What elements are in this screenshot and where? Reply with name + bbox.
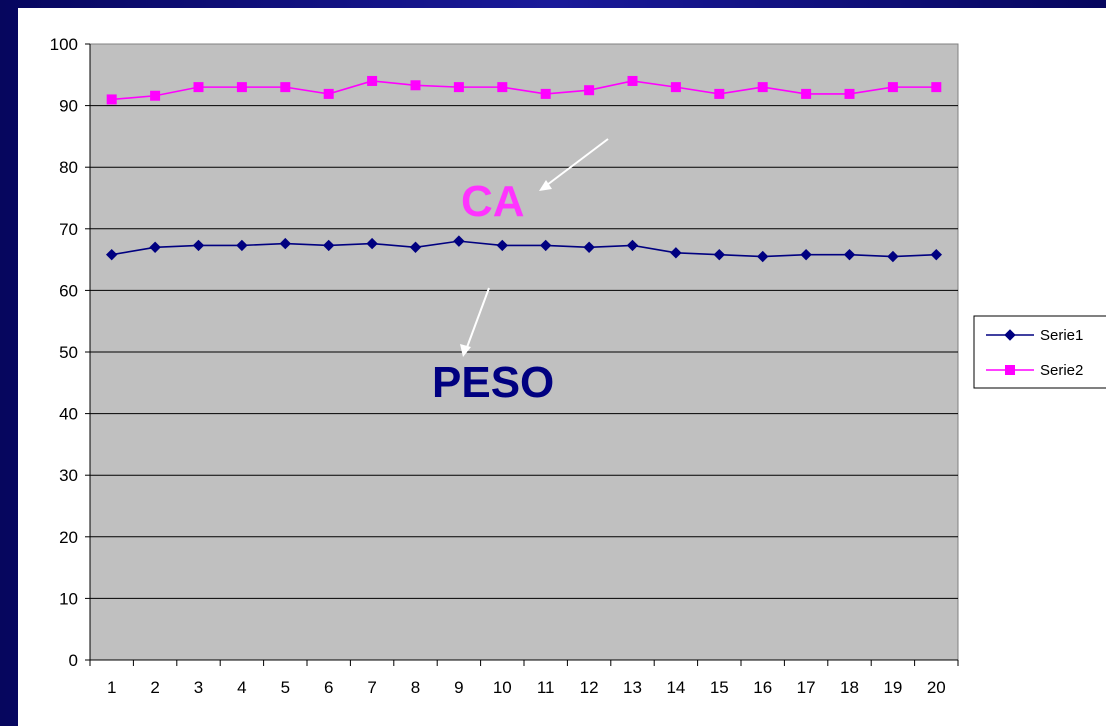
- x-tick-label: 19: [883, 678, 902, 697]
- y-tick-label: 0: [69, 651, 78, 670]
- data-point: [801, 88, 812, 99]
- data-point: [106, 94, 117, 105]
- y-tick-label: 30: [59, 466, 78, 485]
- data-point: [453, 235, 465, 247]
- data-point: [756, 250, 769, 263]
- data-point: [279, 237, 292, 250]
- legend-label: Serie2: [1040, 362, 1083, 379]
- x-tick-label: 3: [194, 678, 203, 697]
- legend-marker: [1005, 365, 1015, 375]
- series-2: [106, 75, 942, 105]
- data-point: [497, 82, 508, 93]
- data-point: [930, 248, 943, 261]
- x-tick-label: 10: [493, 678, 512, 697]
- x-tick-label: 15: [710, 678, 729, 697]
- data-point: [322, 239, 335, 252]
- data-point: [236, 239, 248, 252]
- data-point: [496, 239, 509, 252]
- x-tick-label: 5: [281, 678, 290, 697]
- data-point: [410, 80, 421, 91]
- annotation-arrowhead-ca: [539, 180, 552, 191]
- x-tick-label: 6: [324, 678, 333, 697]
- x-tick-label: 13: [623, 678, 642, 697]
- axes: [85, 43, 959, 666]
- x-tick-label: 18: [840, 678, 859, 697]
- x-tick-label: 9: [454, 678, 463, 697]
- data-point: [887, 250, 899, 263]
- series-1: [105, 235, 943, 263]
- gridlines: [90, 105, 958, 599]
- y-tick-labels: 0 10 20 30 40 50 60 70 80 90 100: [50, 35, 78, 670]
- data-point: [670, 82, 681, 93]
- data-point: [539, 239, 552, 252]
- data-point: [713, 248, 726, 261]
- annotation-arrow-ca: [542, 138, 609, 189]
- legend-box: [973, 315, 1106, 389]
- x-tick-label: 11: [537, 678, 555, 697]
- annotation-arrowhead-peso: [460, 344, 471, 357]
- data-point: [453, 82, 464, 93]
- annotation-ca: CA: [461, 138, 609, 226]
- data-point: [843, 248, 856, 261]
- y-tick-label: 80: [59, 158, 78, 177]
- y-tick-label: 90: [59, 97, 78, 116]
- legend-marker: [1004, 329, 1016, 341]
- data-point: [627, 75, 638, 86]
- x-tick-label: 14: [666, 678, 685, 697]
- x-tick-label: 17: [797, 678, 816, 697]
- y-tick-label: 40: [59, 405, 78, 424]
- annotation-peso: PESO: [432, 287, 554, 407]
- x-tick-label: 7: [367, 678, 376, 697]
- data-point: [584, 85, 595, 96]
- x-tick-label: 4: [237, 678, 246, 697]
- series-layer: [105, 75, 943, 263]
- data-point: [626, 239, 639, 252]
- data-point: [800, 248, 812, 261]
- data-point: [366, 237, 378, 250]
- data-point: [670, 247, 682, 259]
- data-point: [409, 241, 422, 253]
- y-tick-label: 70: [59, 220, 78, 239]
- data-point: [236, 82, 247, 93]
- data-point: [280, 82, 291, 93]
- y-tick-label: 100: [50, 35, 78, 54]
- x-tick-label: 8: [411, 678, 420, 697]
- x-tick-label: 2: [150, 678, 159, 697]
- annotation-label-peso: PESO: [432, 358, 554, 407]
- legend-label: Serie1: [1040, 327, 1083, 344]
- data-point: [150, 90, 161, 101]
- data-point: [192, 239, 205, 252]
- legend-items: Serie1 Serie2: [986, 327, 1083, 379]
- data-point: [323, 88, 334, 99]
- y-tick-label: 20: [59, 528, 78, 547]
- data-point: [931, 82, 942, 93]
- data-point: [105, 248, 118, 261]
- y-tick-label: 50: [59, 343, 78, 362]
- y-tick-label: 60: [59, 281, 78, 300]
- data-point: [540, 88, 551, 99]
- data-point: [887, 82, 898, 93]
- x-tick-label: 16: [753, 678, 772, 697]
- annotation-label-ca: CA: [461, 177, 525, 226]
- annotation-arrow-peso: [465, 287, 490, 351]
- x-tick-label: 12: [580, 678, 599, 697]
- x-tick-labels: 1 2 3 4 5 6 7 8 9 10 11 12 13 14 15 16 17 18 19 20: [107, 678, 946, 697]
- series-line: [111, 80, 937, 101]
- data-point: [367, 75, 378, 86]
- x-tick-label: 1: [107, 678, 116, 697]
- data-point: [844, 88, 855, 99]
- legend: Serie1 Serie2: [973, 315, 1106, 389]
- y-tick-label: 10: [59, 589, 78, 608]
- data-point: [757, 82, 768, 93]
- data-point: [714, 88, 725, 99]
- data-point: [583, 241, 595, 253]
- data-point: [193, 82, 204, 93]
- series-line: [111, 240, 937, 258]
- x-tick-label: 20: [927, 678, 946, 697]
- data-point: [149, 241, 161, 253]
